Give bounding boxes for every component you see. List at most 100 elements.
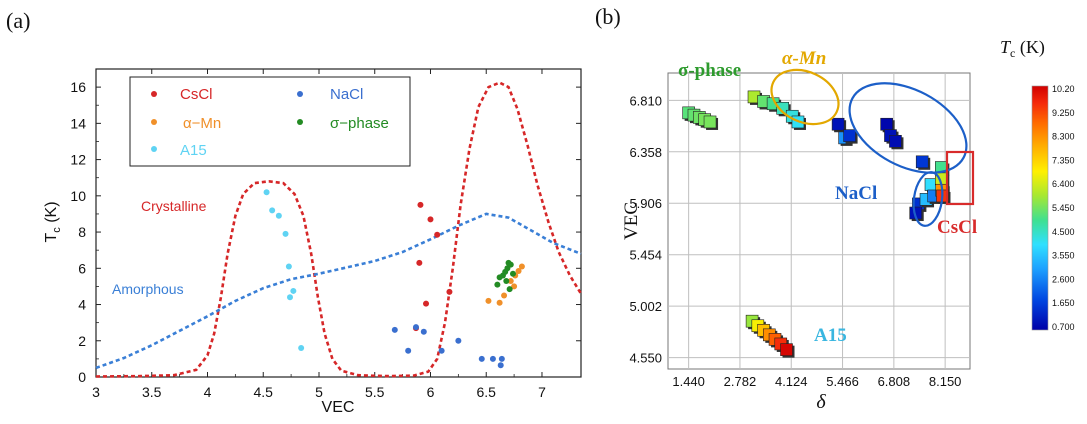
legend-a: CsCl NaCl α−Mn σ−phase A15 [129, 76, 411, 167]
y-tick-label-b: 5.906 [629, 196, 662, 211]
y-tick-label-b: 5.002 [629, 299, 662, 314]
alpha-mn-label: α-Mn [782, 48, 826, 69]
x-tick-label-b: 4.124 [775, 374, 808, 389]
point-b-nacl [843, 129, 856, 142]
legend-marker-sigma [297, 119, 303, 125]
panel-a: (a) 3 3.5 4 4.5 5 5.5 6 6.5 7 0 2 4 6 8 10 12 14 16 Amorp… [6, 8, 583, 416]
y-tick-label-a: 0 [78, 369, 86, 385]
colorbar-tick-label: 10.20 [1052, 84, 1075, 94]
x-tick-label-a: 4 [204, 384, 212, 400]
legend-label-a15: A15 [180, 142, 207, 159]
curves-a [95, 81, 583, 378]
point-a--mn [507, 277, 514, 284]
legend-marker-nacl [297, 91, 303, 97]
point-a-a15 [263, 189, 270, 196]
y-tick-label-a: 10 [70, 188, 86, 204]
colorbar-ticks: 10.20 9.250 8.300 7.350 6.400 5.450 4.500 3.550… [1052, 84, 1075, 332]
colorbar-tick-label: 6.400 [1052, 179, 1075, 189]
colorbar-title-main: T [1000, 37, 1012, 57]
point-a-cscl [423, 300, 430, 307]
legend-box [129, 76, 411, 167]
y-tick-label-a: 12 [70, 152, 86, 168]
y-axis-title-a-unit: (K) [43, 201, 60, 227]
point-a-nacl [478, 355, 485, 362]
colorbar-title-sub: c [1010, 46, 1015, 60]
colorbar-title-unit: (K) [1015, 37, 1045, 58]
colorbar-tick-label: 1.650 [1052, 298, 1075, 308]
point-a-a15 [282, 230, 289, 237]
point-b-nacl [831, 117, 845, 131]
point-a-nacl [420, 328, 427, 335]
points-b [682, 90, 951, 358]
y-tick-label-a: 8 [78, 224, 86, 240]
y-tick-label-b: 6.810 [629, 93, 662, 108]
x-tick-label-a: 5.5 [365, 384, 385, 400]
legend-marker-a15 [151, 146, 157, 152]
colorbar-tick-label: 9.250 [1052, 108, 1075, 118]
point-a-nacl [438, 347, 445, 354]
points-a [263, 189, 525, 369]
y-axis-title-a: Tc (K) [43, 201, 63, 242]
colorbar [1031, 85, 1049, 331]
grid-b [668, 73, 970, 369]
y-tick-label-b: 5.454 [629, 248, 662, 263]
plot-a-frame [95, 68, 582, 378]
legend-label-sigma: σ−phase [330, 115, 389, 132]
point-a-nacl [455, 337, 462, 344]
colorbar-tick-label: 3.550 [1052, 251, 1075, 261]
point-b-a15 [780, 343, 793, 356]
point-a-nacl [412, 324, 419, 331]
panel-a-label: (a) [6, 8, 30, 33]
colorbar-tick-label: 8.300 [1052, 132, 1075, 142]
point-a-a15 [285, 263, 292, 270]
point-b-nacl [915, 155, 929, 169]
x-tick-label-a: 5 [315, 384, 323, 400]
nacl-enclosure-upper [848, 82, 968, 174]
point-a-cscl [416, 259, 423, 266]
y-tick-label-b: 6.358 [629, 145, 662, 160]
point-a-a15 [287, 294, 293, 301]
y-tick-label-a: 4 [78, 297, 86, 313]
a15-label: A15 [814, 325, 847, 346]
point-b--phase [703, 115, 717, 129]
point-a-nacl [498, 355, 505, 362]
cscl-enclosure [945, 150, 975, 206]
panel-b-label: (b) [595, 4, 621, 29]
alpha-mn-enclosure [770, 68, 840, 126]
point-a-nacl [497, 362, 504, 369]
point-a--mn [511, 283, 518, 290]
x-tick-label-a: 6 [427, 384, 435, 400]
x-tick-label-b: 5.466 [826, 374, 859, 389]
colorbar-tick-label: 7.350 [1052, 155, 1075, 165]
point-a--mn [518, 263, 525, 270]
axis-ticks-a: 3 3.5 4 4.5 5 5.5 6 6.5 7 0 2 4 6 8 10 12 14 16 [70, 68, 581, 400]
point-b--mn [776, 101, 789, 115]
point-a--mn [496, 299, 503, 306]
x-tick-label-b: 2.782 [724, 374, 757, 389]
y-tick-label-a: 2 [78, 333, 86, 349]
point-a-cscl [446, 288, 453, 295]
crystalline-label: Crystalline [141, 198, 207, 214]
colorbar-tick-label: 0.700 [1052, 322, 1075, 332]
point-a-a15 [275, 212, 282, 219]
plot-b-frame [667, 72, 971, 370]
x-axis-title-b: δ [816, 391, 826, 413]
colorbar-tick-label: 5.450 [1052, 203, 1075, 213]
y-axis-title-a-sub: c [51, 227, 63, 233]
point-a-cscl [427, 216, 434, 223]
point-b-nacl [880, 117, 893, 131]
amorphous-curve [95, 212, 582, 370]
x-tick-label-a: 7 [538, 384, 546, 400]
point-a--phase [503, 277, 510, 284]
y-tick-label-a: 14 [70, 115, 86, 131]
amorphous-label: Amorphous [112, 281, 184, 297]
x-tick-label-b: 8.150 [929, 374, 962, 389]
x-tick-label-b: 6.808 [878, 374, 911, 389]
point-a-a15 [290, 287, 297, 294]
legend-marker-cscl [151, 91, 157, 97]
cscl-label: CsCl [937, 217, 977, 238]
point-a--phase [494, 281, 501, 288]
colorbar-tick-label: 4.500 [1052, 227, 1075, 237]
nacl-label: NaCl [835, 183, 877, 204]
